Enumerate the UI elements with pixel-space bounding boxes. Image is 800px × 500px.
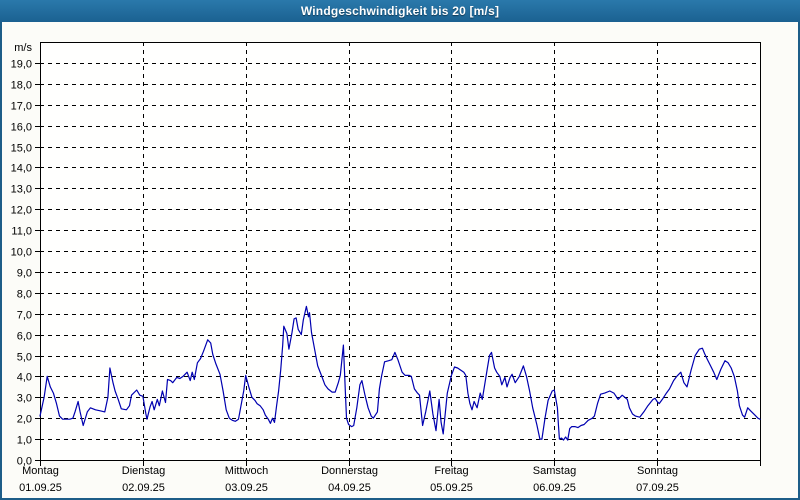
y-tick-label: 6,0	[17, 331, 32, 343]
x-day-label: Sonntag	[637, 465, 678, 477]
x-day-label: Mittwoch	[225, 465, 268, 477]
y-tick-label: 0,0	[17, 456, 32, 468]
x-day-label: Samstag	[533, 465, 576, 477]
y-axis-unit-label: m/s	[14, 42, 32, 54]
y-tick-label: 7,0	[17, 310, 32, 322]
y-tick-label: 15,0	[11, 143, 32, 155]
title-bar: Windgeschwindigkeit bis 20 [m/s]	[0, 0, 800, 22]
x-day-label: Donnerstag	[321, 465, 378, 477]
x-date-label: 06.09.25	[533, 482, 576, 494]
y-tick-label: 14,0	[11, 163, 32, 175]
x-date-label: 02.09.25	[122, 482, 165, 494]
y-tick-label: 4,0	[17, 372, 32, 384]
y-tick-label: 13,0	[11, 184, 32, 196]
y-tick-label: 2,0	[17, 414, 32, 426]
y-tick-label: 1,0	[17, 435, 32, 447]
y-tick-label: 11,0	[11, 226, 32, 238]
y-tick-label: 10,0	[11, 247, 32, 259]
y-tick-label: 9,0	[17, 268, 32, 280]
x-day-label: Dienstag	[122, 465, 165, 477]
x-date-label: 04.09.25	[328, 482, 371, 494]
y-tick-label: 5,0	[17, 352, 32, 364]
y-tick-label: 16,0	[11, 122, 32, 134]
y-tick-label: 18,0	[11, 80, 32, 92]
y-tick-label: 17,0	[11, 101, 32, 113]
x-date-label: 05.09.25	[430, 482, 473, 494]
plot-border	[39, 41, 762, 462]
y-tick-label: 12,0	[11, 205, 32, 217]
window-title: Windgeschwindigkeit bis 20 [m/s]	[300, 4, 500, 18]
x-day-label: Freitag	[434, 465, 468, 477]
x-date-label: 07.09.25	[636, 482, 679, 494]
wind-speed-line	[39, 305, 761, 441]
y-tick-label: 19,0	[11, 59, 32, 71]
x-day-label: Montag	[22, 465, 59, 477]
wind-speed-chart: 0,0 1,0 2,0 3,0 4,0 5,0 6,0 7,0 8,0 9,0 10,0 11,0 12…	[11, 41, 762, 494]
chart-content: 0,0 1,0 2,0 3,0 4,0 5,0 6,0 7,0 8,0 9,0 10,0 11,0 12…	[2, 22, 798, 498]
y-tick-label: 8,0	[17, 289, 32, 301]
x-date-label: 01.09.25	[19, 482, 62, 494]
y-tick-label: 3,0	[17, 393, 32, 405]
x-date-label: 03.09.25	[225, 482, 268, 494]
